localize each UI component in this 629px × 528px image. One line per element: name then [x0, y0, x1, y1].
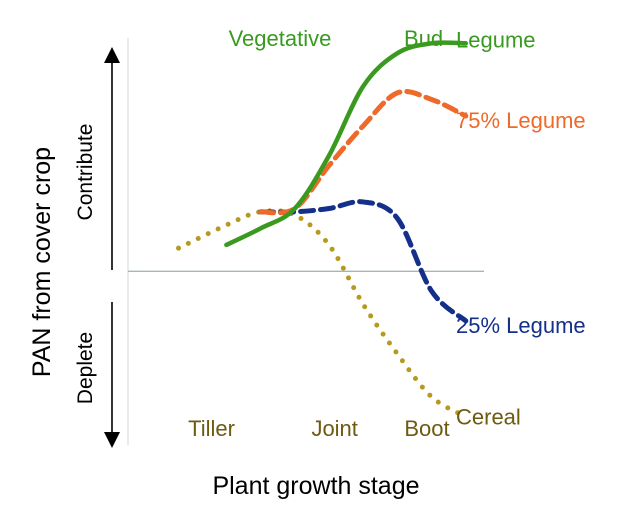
stage-label-vegetative: Vegetative — [229, 26, 332, 51]
stage-label-tiller: Tiller — [188, 416, 235, 441]
series-line-cereal — [176, 208, 469, 420]
stage-label-joint: Joint — [311, 416, 357, 441]
deplete-label: Deplete — [74, 332, 97, 404]
contribute-label: Contribute — [74, 124, 97, 221]
stage-label-bud: Bud — [404, 26, 443, 51]
series-line-75-legume — [258, 89, 469, 216]
series-label-legume: Legume — [456, 27, 536, 52]
series-label-25-legume: 25% Legume — [456, 313, 586, 338]
series-label-75-legume: 75% Legume — [456, 108, 586, 133]
series-line-25-legume — [258, 199, 469, 324]
series-label-cereal: Cereal — [456, 405, 521, 430]
x-axis-label: Plant growth stage — [212, 472, 419, 500]
y-axis-label: PAN from cover crop — [28, 147, 56, 377]
series-line-legume — [224, 40, 469, 248]
stage-label-boot: Boot — [404, 416, 449, 441]
